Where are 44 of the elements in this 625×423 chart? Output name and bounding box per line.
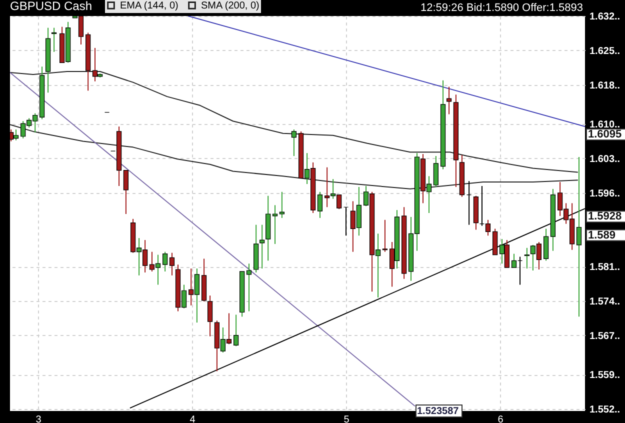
x-tick-label: 6 <box>498 414 504 423</box>
x-tick-label: 3 <box>36 414 42 423</box>
y-tick-label: 1.603.. <box>590 154 620 165</box>
candlestick <box>382 219 388 252</box>
x-tick-label: 5 <box>344 414 350 423</box>
y-tick-label: 1.625.. <box>590 46 620 57</box>
candlestick <box>123 170 129 214</box>
candlestick <box>234 314 239 347</box>
candlestick <box>291 128 297 157</box>
candlestick <box>207 295 213 337</box>
candlestick <box>492 228 498 256</box>
candlestick <box>13 128 19 141</box>
candlestick <box>279 191 284 218</box>
line-series <box>10 124 578 190</box>
y-tick-label: 1.552.. <box>590 404 620 416</box>
candlestick <box>246 263 252 312</box>
y-tick-label: 1.618.. <box>590 80 620 92</box>
candlestick <box>260 224 265 270</box>
candlestick <box>446 86 452 115</box>
text: 1.6095 <box>588 128 622 141</box>
y-tick-label: 1.596.. <box>590 188 620 200</box>
text: 1.589 <box>588 229 616 242</box>
text: 12:59:26 Bid:1.5890 Offer:1.5893 <box>420 2 583 14</box>
chart-title: GBPUSD Cash <box>10 0 92 13</box>
annotation: 1.523587 <box>416 406 460 417</box>
text: 1.5928 <box>588 210 622 223</box>
candlestick <box>433 156 438 188</box>
y-tick-label: 1.632.. <box>590 12 620 22</box>
line-series <box>10 71 578 173</box>
x-tick-label: 4 <box>190 414 196 423</box>
candlestick <box>524 247 530 270</box>
legend-label: SMA (200, 0) <box>201 0 260 12</box>
y-tick-label: 1.559.. <box>590 370 620 382</box>
y-tick-label: 1.574.. <box>590 296 620 308</box>
candlestick <box>51 27 57 52</box>
candlestick <box>162 251 168 272</box>
candlestick <box>317 191 323 218</box>
candlestick <box>272 204 278 244</box>
candlestick <box>169 252 175 276</box>
legend-label: EMA (144, 0) <box>120 0 178 12</box>
y-tick-label: 1.581.. <box>590 262 620 274</box>
y-tick-label: 1.610.. <box>590 120 620 131</box>
y-tick-label: 1.567.. <box>590 330 620 342</box>
candlestick <box>543 228 549 262</box>
